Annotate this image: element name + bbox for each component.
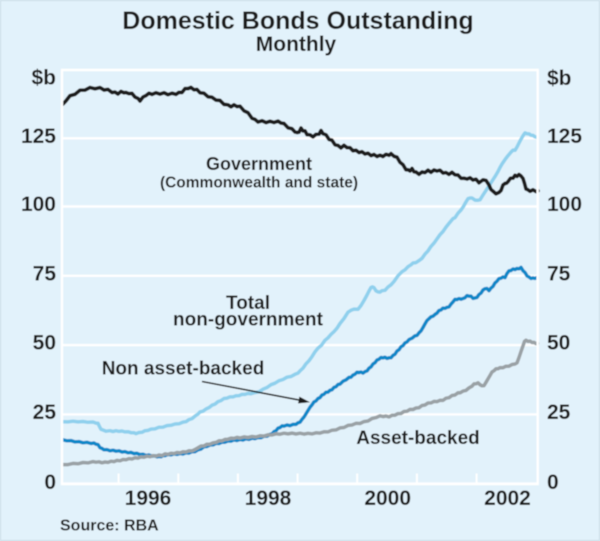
svg-text:Government: Government [206, 154, 312, 174]
svg-text:Non asset-backed: Non asset-backed [102, 358, 265, 379]
svg-text:(Commonwealth and state): (Commonwealth and state) [160, 174, 358, 191]
svg-text:125: 125 [547, 125, 582, 148]
svg-text:Monthly: Monthly [256, 33, 337, 56]
svg-text:2000: 2000 [364, 487, 411, 510]
svg-text:25: 25 [547, 401, 571, 424]
svg-text:Total: Total [226, 293, 270, 314]
svg-text:0: 0 [44, 471, 56, 494]
svg-text:25: 25 [33, 401, 57, 424]
svg-text:$b: $b [31, 66, 56, 89]
svg-text:125: 125 [21, 125, 56, 148]
svg-text:Source: RBA: Source: RBA [60, 518, 159, 535]
svg-text:Asset-backed: Asset-backed [356, 428, 480, 449]
svg-text:2002: 2002 [484, 487, 531, 510]
svg-text:0: 0 [547, 471, 559, 494]
svg-text:100: 100 [547, 193, 582, 216]
svg-text:$b: $b [547, 67, 572, 90]
svg-text:50: 50 [547, 332, 570, 355]
svg-text:50: 50 [33, 332, 56, 355]
svg-text:1996: 1996 [125, 487, 172, 510]
svg-text:75: 75 [33, 262, 57, 285]
svg-text:75: 75 [547, 262, 571, 285]
svg-text:100: 100 [21, 193, 56, 216]
svg-text:non-government: non-government [173, 310, 324, 331]
svg-text:Domestic Bonds Outstanding: Domestic Bonds Outstanding [122, 7, 473, 35]
svg-text:1998: 1998 [245, 487, 292, 510]
